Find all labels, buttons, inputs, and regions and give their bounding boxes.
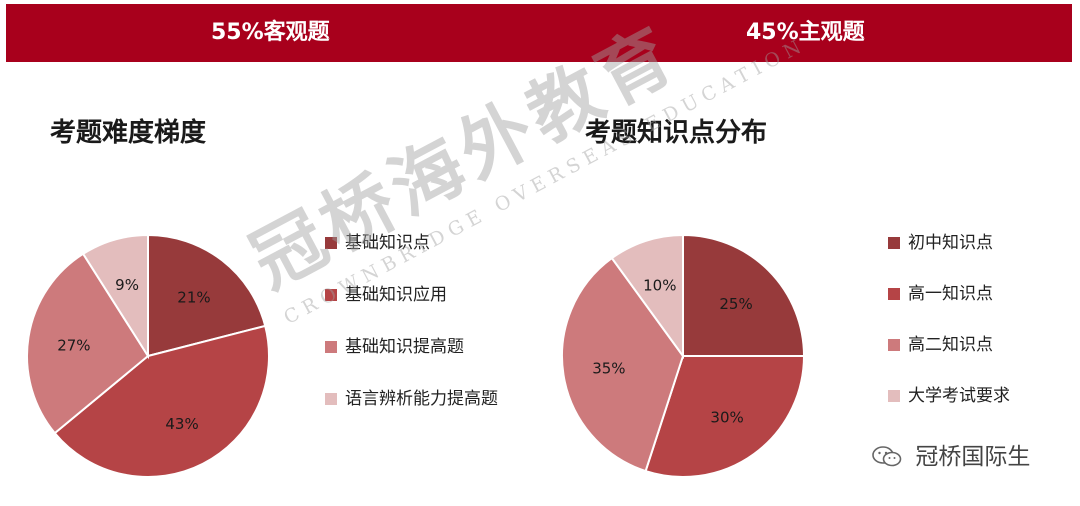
pie-slice-label: 10% — [643, 277, 676, 295]
pie-slice-3 — [561, 256, 685, 473]
legend-swatch — [325, 289, 337, 301]
wechat-icon — [872, 446, 902, 467]
pie-slice-label: 35% — [592, 360, 625, 378]
legend-label: 初中知识点 — [908, 233, 993, 253]
pie-slice-1 — [682, 233, 806, 357]
legend-label: 基础知识点 — [345, 233, 430, 253]
legend-item: 初中知识点 — [888, 231, 993, 255]
pie-slice-1 — [147, 233, 267, 358]
knowledge-pie-chart: 25% 30% 35% 10% — [561, 233, 806, 478]
legend-swatch — [888, 390, 900, 402]
legend-swatch — [888, 339, 900, 351]
difficulty-chart-title: 考题难度梯度 — [50, 118, 207, 148]
pie-slice-2 — [644, 355, 806, 478]
legend-label: 基础知识提高题 — [345, 337, 464, 357]
legend-label: 大学考试要求 — [908, 386, 1010, 406]
difficulty-pie-chart: 21% 43% 27% 9% — [26, 233, 270, 478]
pie-slice-label: 27% — [57, 336, 90, 354]
legend-item: 基础知识应用 — [325, 283, 447, 307]
subjective-share-label: 45%主观题 — [746, 20, 865, 45]
legend-label: 基础知识应用 — [345, 285, 447, 305]
pie-slice-3 — [26, 252, 150, 435]
legend-swatch — [325, 341, 337, 353]
header-banner: 55%客观题 45%主观题 — [6, 4, 1072, 62]
legend-label: 语言辨析能力提高题 — [345, 389, 498, 409]
legend-label: 高二知识点 — [908, 335, 993, 355]
legend-item: 语言辨析能力提高题 — [325, 387, 498, 411]
legend-swatch — [888, 237, 900, 249]
legend-item: 大学考试要求 — [888, 384, 1010, 408]
legend-item: 高一知识点 — [888, 282, 993, 306]
pie-slice-label: 43% — [165, 415, 198, 433]
pie-slice-label: 30% — [710, 409, 743, 427]
legend-label: 高一知识点 — [908, 284, 993, 304]
objective-share-label: 55%客观题 — [211, 20, 330, 45]
wechat-account-name: 冠桥国际生 — [915, 444, 1031, 470]
pie-slice-label: 21% — [177, 289, 210, 307]
legend-item: 基础知识提高题 — [325, 335, 464, 359]
legend-swatch — [325, 237, 337, 249]
wechat-account: 冠桥国际生 — [872, 440, 1030, 474]
legend-item: 基础知识点 — [325, 231, 430, 255]
legend-swatch — [888, 288, 900, 300]
pie-slice-label: 25% — [719, 295, 752, 313]
pie-slice-label: 9% — [115, 276, 139, 294]
pie-slice-4 — [610, 233, 684, 360]
pie-slice-2 — [53, 324, 270, 478]
legend-item: 高二知识点 — [888, 333, 993, 357]
legend-swatch — [325, 393, 337, 405]
knowledge-chart-title: 考题知识点分布 — [585, 118, 768, 148]
pie-slice-4 — [81, 233, 149, 360]
